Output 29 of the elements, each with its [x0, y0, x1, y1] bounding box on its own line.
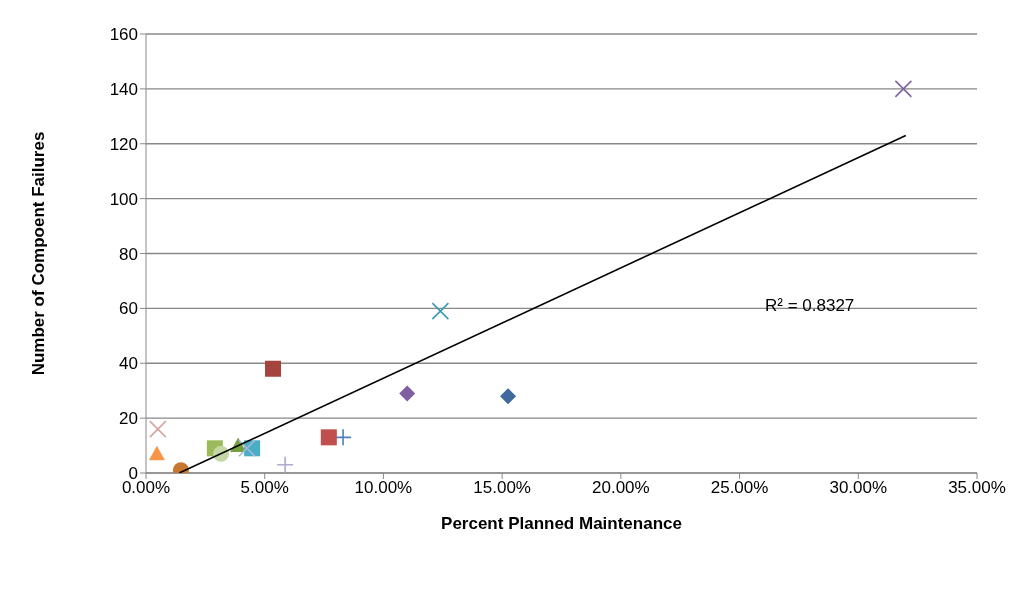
y-tick-label: 20: [119, 409, 138, 429]
y-tick-label: 100: [109, 189, 138, 209]
point: [238, 439, 256, 458]
point: [399, 385, 416, 402]
y-tick-label: 140: [109, 79, 138, 99]
x-tick-label: 35.00%: [948, 478, 1006, 498]
x-tick-label: 10.00%: [354, 478, 413, 498]
y-tick-label: 160: [109, 25, 138, 45]
x-axis-title: Percent Planned Maintenance: [441, 514, 682, 533]
point: [431, 302, 450, 320]
point: [334, 428, 352, 447]
x-tick-label: 5.00%: [240, 478, 289, 498]
x-tick-label: 25.00%: [710, 478, 769, 498]
y-axis-title: Number of Compoent Failures: [29, 131, 49, 376]
point: [320, 429, 337, 446]
point: [276, 455, 294, 473]
point: [894, 80, 913, 98]
y-tick-label: 40: [119, 354, 138, 374]
y-tick-label: 60: [119, 299, 138, 319]
x-tick-label: 30.00%: [829, 478, 888, 498]
y-tick-label: 120: [109, 134, 138, 154]
point: [500, 388, 517, 405]
point: [265, 360, 282, 377]
y-tick-label: 80: [119, 244, 138, 264]
x-tick-label: 20.00%: [592, 478, 650, 498]
annotation: R² = 0.8327: [765, 296, 855, 315]
point: [149, 420, 167, 438]
point: [148, 445, 165, 461]
x-tick-label: 15.00%: [473, 478, 531, 498]
